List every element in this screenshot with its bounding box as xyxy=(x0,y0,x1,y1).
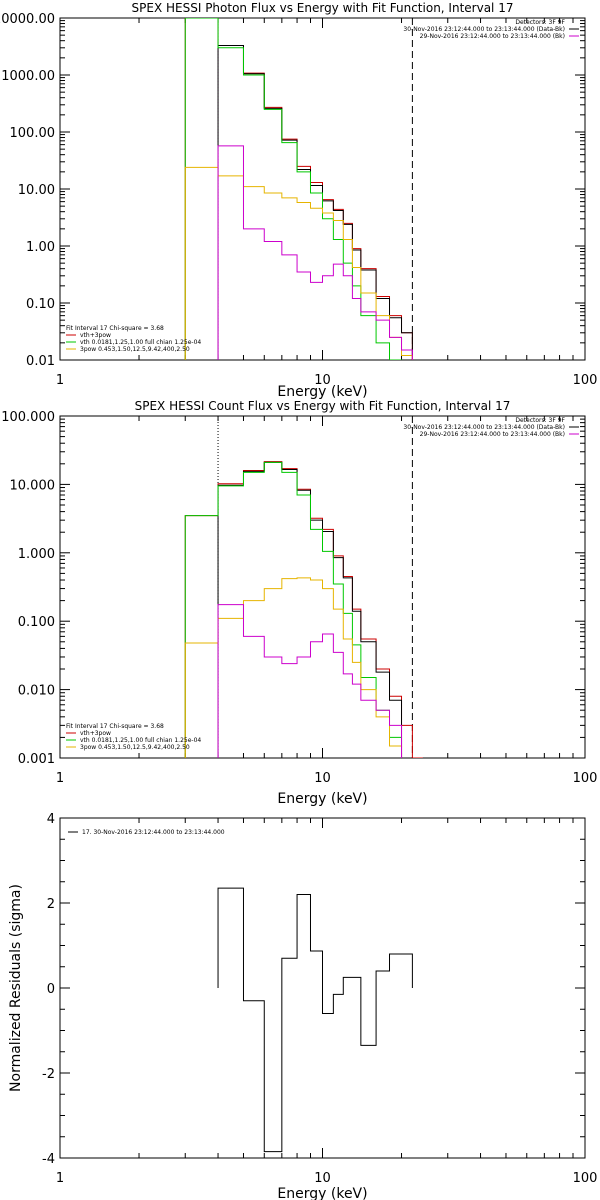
chart-title: SPEX HESSI Photon Flux vs Energy with Fi… xyxy=(132,1,514,15)
x-tick-label: 10 xyxy=(314,1171,331,1186)
legend-entry: 29-Nov-2016 23:12:44.000 to 23:13:44.000… xyxy=(420,431,565,438)
chart-title: SPEX HESSI Count Flux vs Energy with Fit… xyxy=(135,399,511,413)
series-line-red xyxy=(184,461,423,758)
series-line-black xyxy=(217,887,413,1153)
x-tick-label: 10 xyxy=(314,771,331,786)
x-axis-label: Energy (keV) xyxy=(277,791,367,807)
legend-entry: vth+3pow xyxy=(80,730,111,737)
series-line-orange xyxy=(184,577,403,758)
y-tick-label: 0.01 xyxy=(26,354,55,369)
y-tick-label: 0 xyxy=(47,982,55,997)
x-tick-label: 1 xyxy=(56,373,64,388)
chart-panel-1: SPEX HESSI Photon Flux vs Energy with Fi… xyxy=(0,1,597,400)
legend-entry: 17. 30-Nov-2016 23:12:44.000 to 23:13:44… xyxy=(82,829,225,836)
series-line-black xyxy=(217,461,403,758)
y-tick-label: 1000.00 xyxy=(1,69,55,84)
x-axis-label: Energy (keV) xyxy=(277,1186,367,1200)
y-tick-label: 0.100 xyxy=(18,615,55,630)
legend-entry: vth 0.0181,1.25,1.00 full chian 1.25e-04 xyxy=(80,339,201,346)
chart-panel-3: 1 10 100 4 2 0 -2 -4 Energy (keV) Normalized Resi… xyxy=(8,812,597,1200)
series-line-black xyxy=(217,44,413,360)
y-tick-label: 100.000 xyxy=(1,410,55,425)
y-axis-label: Normalized Residuals (sigma) xyxy=(8,884,24,1092)
legend-entry: 30-Nov-2016 23:12:44.000 to 23:13:44.000… xyxy=(403,424,565,431)
series-line-magenta xyxy=(217,145,413,360)
x-axis-label: Energy (keV) xyxy=(277,384,367,400)
series-line-magenta xyxy=(217,604,403,758)
chart-panel-2: SPEX HESSI Count Flux vs Energy with Fit… xyxy=(1,399,597,807)
y-tick-label: 10.00 xyxy=(18,183,55,198)
y-tick-label: 100.00 xyxy=(10,126,56,141)
legend-entry: Fit Interval 17 Chi-square = 3.68 xyxy=(66,723,164,730)
x-tick-label: 100 xyxy=(573,1171,598,1186)
y-tick-label: 1.00 xyxy=(26,240,55,255)
x-tick-label: 100 xyxy=(573,771,598,786)
legend-entry: Fit Interval 17 Chi-square = 3.68 xyxy=(66,325,164,332)
x-tick-label: 100 xyxy=(573,373,598,388)
y-tick-label: 4 xyxy=(47,812,55,827)
series-line-green xyxy=(184,461,403,758)
series-line-red xyxy=(184,18,413,360)
legend-entry: vth 0.0181,1.25,1.00 full chian 1.25e-04 xyxy=(80,737,201,744)
y-tick-label: 10.000 xyxy=(10,478,56,493)
series-line-green xyxy=(184,18,403,360)
series-line-orange xyxy=(184,166,413,360)
legend-entry: 30-Nov-2016 23:12:44.000 to 23:13:44.000… xyxy=(403,26,565,33)
x-tick-label: 1 xyxy=(56,1171,64,1186)
legend-entry: 29-Nov-2016 23:12:44.000 to 23:13:44.000… xyxy=(420,33,565,40)
y-tick-label: 1.000 xyxy=(18,547,55,562)
y-tick-label: 0.001 xyxy=(18,752,55,767)
legend-entry: Detectors: 3F 9F xyxy=(515,19,565,26)
legend-entry: Detectors: 3F 9F xyxy=(515,417,565,424)
y-tick-label: -2 xyxy=(42,1067,55,1082)
legend-entry: vth+3pow xyxy=(80,332,111,339)
x-tick-label: 1 xyxy=(56,771,64,786)
legend-entry: 3pow 0.453,1.50,12.5,9.42,400,2.50 xyxy=(80,346,190,353)
y-tick-label: -4 xyxy=(42,1152,55,1167)
legend-entry: 3pow 0.453,1.50,12.5,9.42,400,2.50 xyxy=(80,744,190,751)
x-tick-label: 10 xyxy=(314,373,331,388)
y-tick-label: 0.10 xyxy=(26,297,55,312)
y-tick-label: 2 xyxy=(47,897,55,912)
y-tick-label: 0.010 xyxy=(18,684,55,699)
